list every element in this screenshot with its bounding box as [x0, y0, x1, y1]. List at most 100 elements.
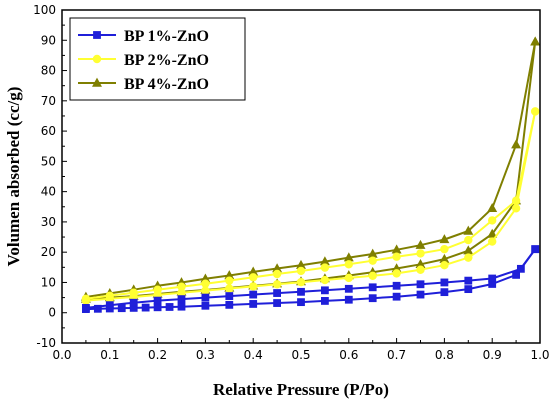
data-point — [273, 299, 282, 307]
x-tick-label: 0.7 — [387, 348, 406, 362]
data-point — [463, 225, 474, 235]
x-tick-label: 0.5 — [291, 348, 310, 362]
legend-label: BP 1%-ZnO — [124, 28, 209, 45]
series-line-desorption — [85, 248, 537, 309]
data-point — [93, 304, 102, 313]
data-point — [516, 264, 525, 273]
data-point — [487, 202, 498, 212]
data-point — [129, 298, 138, 307]
data-point — [464, 253, 473, 262]
data-point — [272, 280, 282, 289]
legend-label: BP 2%-ZnO — [124, 52, 209, 69]
data-point — [464, 276, 473, 285]
series-bp-2-zno — [81, 107, 540, 305]
y-tick-label: 20 — [41, 245, 56, 259]
data-point — [512, 270, 520, 279]
data-point — [487, 228, 498, 238]
data-point — [368, 294, 377, 303]
y-tick-label: 70 — [41, 94, 56, 108]
data-point — [440, 244, 449, 254]
data-point — [488, 237, 497, 246]
data-point — [153, 303, 162, 312]
data-point — [177, 282, 186, 291]
series-layer — [80, 36, 541, 313]
data-point — [272, 269, 282, 279]
data-point — [165, 303, 174, 311]
data-point — [129, 288, 138, 297]
data-point — [392, 281, 401, 290]
x-tick-label: 0.4 — [244, 348, 263, 362]
data-point — [511, 196, 521, 205]
y-tick-label: 80 — [41, 64, 56, 78]
data-point — [249, 290, 258, 299]
data-point — [440, 278, 449, 287]
x-tick-label: 0.1 — [100, 348, 119, 362]
data-point — [177, 295, 186, 304]
data-point — [296, 266, 306, 276]
x-tick-label: 1.0 — [530, 348, 549, 362]
data-point — [81, 294, 91, 304]
x-tick-label: 0.8 — [435, 348, 454, 362]
x-tick-label: 0.6 — [339, 348, 358, 362]
data-point — [344, 295, 353, 304]
data-point — [392, 252, 401, 261]
data-point — [248, 273, 258, 282]
x-tick-label: 0.0 — [52, 348, 71, 362]
data-point — [320, 297, 329, 305]
legend-swatch-marker — [92, 77, 102, 87]
y-tick-label: 100 — [33, 3, 56, 17]
data-point — [105, 291, 114, 300]
data-point — [320, 263, 330, 272]
data-point — [511, 139, 522, 149]
y-tick-label: 0 — [48, 306, 56, 320]
data-point — [463, 245, 474, 255]
data-point — [297, 287, 305, 296]
data-point — [248, 282, 258, 291]
data-point — [225, 292, 234, 300]
data-point — [201, 293, 210, 302]
data-point — [225, 284, 234, 293]
data-point — [344, 260, 353, 269]
data-point — [273, 289, 282, 297]
data-point — [153, 285, 162, 294]
data-point — [416, 290, 425, 299]
y-tick-label: 50 — [41, 154, 56, 168]
x-tick-label: 0.9 — [483, 348, 502, 362]
data-point — [344, 273, 353, 283]
legend-swatch-marker — [92, 54, 102, 64]
data-point — [117, 304, 126, 313]
data-point — [201, 279, 210, 288]
data-point — [488, 274, 497, 283]
y-axis-title: Volumen absorbed (cc/g) — [4, 87, 23, 267]
data-point — [464, 285, 473, 294]
legend-entry-bp-2-zno: BP 2%-ZnO — [78, 52, 209, 69]
data-point — [177, 302, 186, 311]
data-point — [105, 301, 114, 310]
legend-swatch-marker — [93, 31, 101, 39]
data-point — [415, 239, 426, 249]
data-point — [153, 296, 162, 305]
x-axis-title: Relative Pressure (P/Po) — [213, 380, 389, 399]
data-point — [464, 235, 473, 245]
data-point — [488, 216, 497, 225]
y-tick-label: -10 — [36, 336, 56, 350]
y-tick-label: 60 — [41, 124, 56, 138]
y-tick-label: 90 — [41, 33, 56, 47]
x-tick-label: 0.3 — [196, 348, 215, 362]
y-tick-label: 40 — [41, 185, 56, 199]
series-line-adsorption — [85, 111, 537, 302]
data-point — [439, 234, 450, 244]
data-point — [368, 271, 377, 280]
data-point — [141, 303, 150, 312]
data-point — [416, 280, 425, 289]
legend-entry-bp-4-zno: BP 4%-ZnO — [78, 76, 209, 93]
data-point — [416, 265, 425, 274]
data-point — [320, 275, 330, 285]
x-tick-label: 0.2 — [148, 348, 167, 362]
data-point — [296, 277, 306, 287]
data-point — [440, 288, 449, 297]
data-point — [297, 298, 305, 307]
data-point — [225, 300, 234, 309]
data-point — [368, 256, 377, 265]
